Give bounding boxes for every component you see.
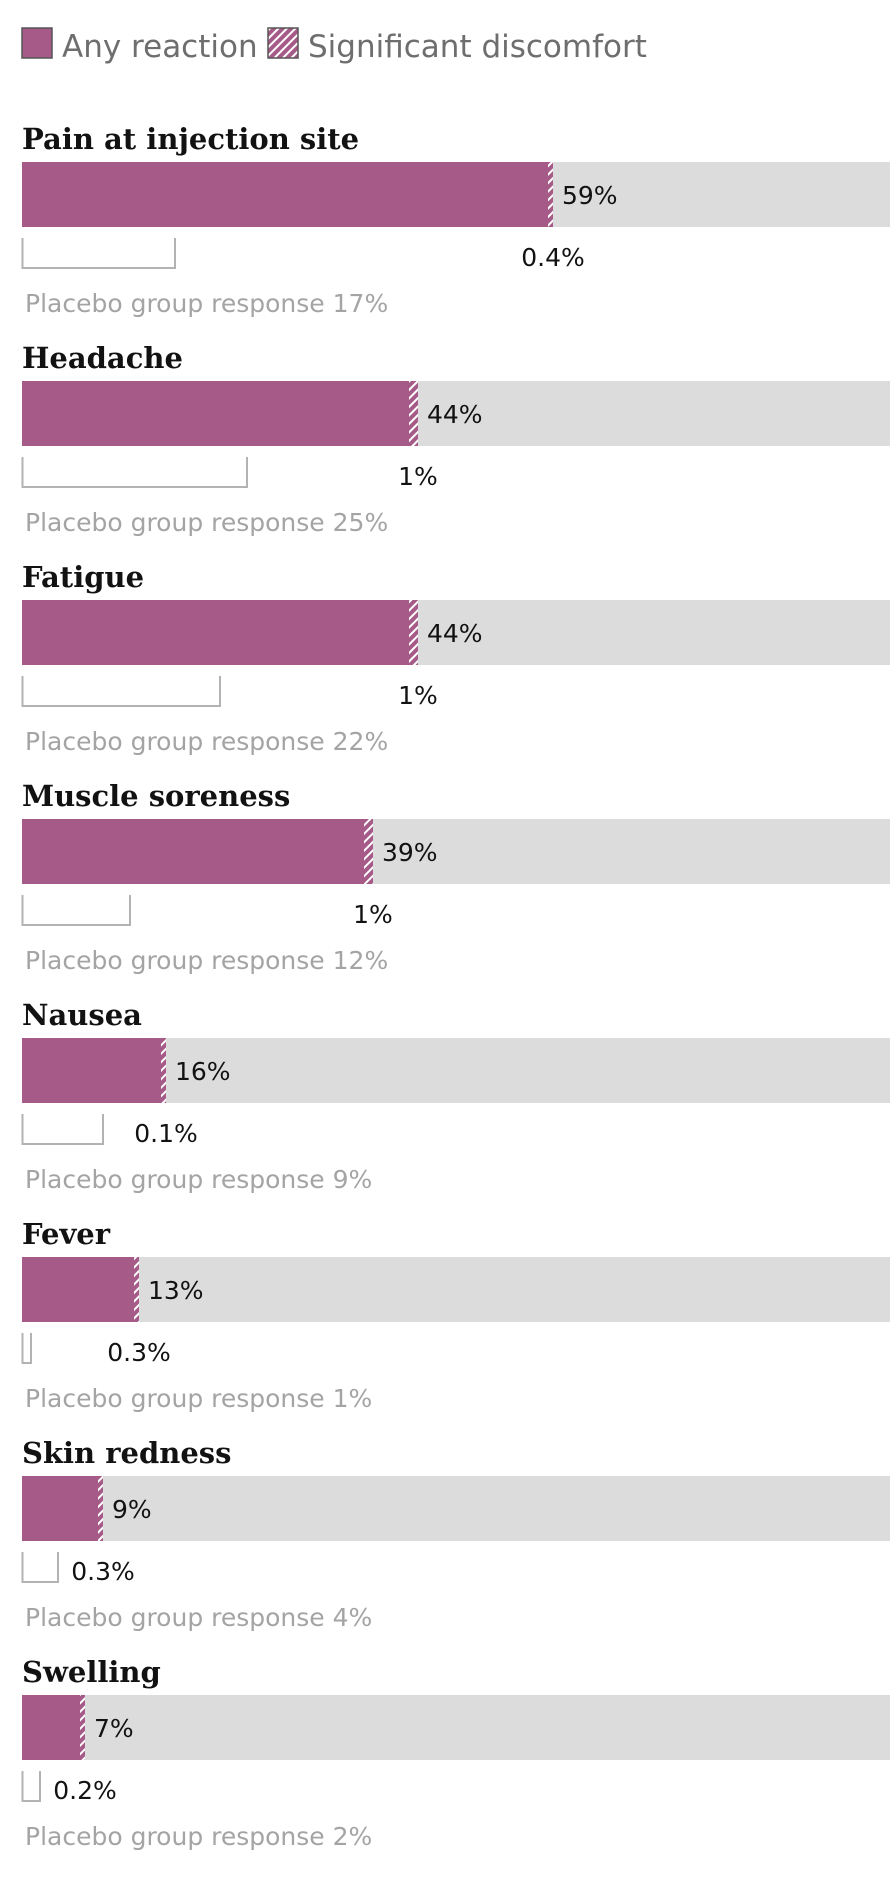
placebo-bracket	[21, 238, 176, 269]
chart-rows: Pain at injection site 59% 0.4% Placebo gro…	[21, 122, 890, 1851]
category-label: Fever	[22, 1217, 111, 1251]
bar-any-reaction	[22, 1476, 103, 1541]
legend: Any reaction Significant discomfort	[21, 27, 647, 65]
bar-significant-discomfort	[134, 1257, 139, 1322]
value-label-significant-discomfort: 0.1%	[134, 1119, 198, 1148]
chart-row: Muscle soreness 39% 1% Placebo group respon…	[21, 779, 890, 975]
value-label-any-reaction: 59%	[562, 181, 618, 210]
placebo-bracket	[21, 676, 221, 707]
value-label-significant-discomfort: 0.2%	[53, 1776, 117, 1805]
placebo-label: Placebo group response 2%	[25, 1822, 372, 1851]
category-label: Fatigue	[22, 560, 144, 594]
bar-any-reaction	[22, 1038, 166, 1103]
value-label-any-reaction: 44%	[427, 619, 483, 648]
category-label: Muscle soreness	[22, 779, 290, 813]
placebo-bracket	[21, 1771, 41, 1802]
legend-swatch-significant-discomfort	[267, 27, 299, 59]
legend-label-significant-discomfort: Significant discomfort	[308, 29, 647, 65]
bar-significant-discomfort	[548, 162, 553, 227]
bar-any-reaction	[22, 819, 373, 884]
placebo-label: Placebo group response 4%	[25, 1603, 372, 1632]
chart-row: Skin redness 9% 0.3% Placebo group response…	[21, 1436, 890, 1632]
chart-row: Headache 44% 1% Placebo group response 25%	[21, 341, 890, 537]
value-label-significant-discomfort: 0.3%	[107, 1338, 171, 1367]
placebo-label: Placebo group response 12%	[25, 946, 388, 975]
bar-significant-discomfort	[161, 1038, 166, 1103]
bar-significant-discomfort	[409, 381, 418, 446]
category-label: Nausea	[22, 998, 142, 1032]
bar-any-reaction	[22, 162, 553, 227]
chart-row: Fatigue 44% 1% Placebo group response 22%	[21, 560, 890, 756]
placebo-label: Placebo group response 22%	[25, 727, 388, 756]
placebo-label: Placebo group response 25%	[25, 508, 388, 537]
placebo-bracket	[21, 457, 248, 488]
value-label-any-reaction: 16%	[175, 1057, 231, 1086]
chart-row: Nausea 16% 0.1% Placebo group response 9%	[21, 998, 890, 1194]
placebo-bracket	[21, 895, 131, 926]
placebo-label: Placebo group response 17%	[25, 289, 388, 318]
bar-significant-discomfort	[98, 1476, 103, 1541]
bar-track	[22, 1476, 890, 1541]
category-label: Skin redness	[22, 1436, 231, 1470]
bar-any-reaction	[22, 1695, 85, 1760]
value-label-any-reaction: 44%	[427, 400, 483, 429]
value-label-any-reaction: 9%	[112, 1495, 152, 1524]
placebo-label: Placebo group response 9%	[25, 1165, 372, 1194]
placebo-bracket	[21, 1333, 32, 1364]
bar-track	[22, 1695, 890, 1760]
bar-track	[22, 1257, 890, 1322]
placebo-label: Placebo group response 1%	[25, 1384, 372, 1413]
bar-any-reaction	[22, 1257, 139, 1322]
category-label: Swelling	[22, 1655, 161, 1689]
bar-significant-discomfort	[409, 600, 418, 665]
value-label-significant-discomfort: 1%	[398, 681, 438, 710]
bar-any-reaction	[22, 381, 418, 446]
category-label: Pain at injection site	[22, 122, 359, 156]
value-label-any-reaction: 39%	[382, 838, 438, 867]
category-label: Headache	[22, 341, 183, 375]
bar-any-reaction	[22, 600, 418, 665]
value-label-significant-discomfort: 1%	[353, 900, 393, 929]
chart-row: Pain at injection site 59% 0.4% Placebo gro…	[21, 122, 890, 318]
legend-label-any-reaction: Any reaction	[62, 29, 258, 65]
bar-significant-discomfort	[364, 819, 373, 884]
value-label-significant-discomfort: 1%	[398, 462, 438, 491]
placebo-bracket	[21, 1114, 104, 1145]
value-label-any-reaction: 7%	[94, 1714, 134, 1743]
chart-row: Swelling 7% 0.2% Placebo group response 2%	[21, 1655, 890, 1851]
value-label-any-reaction: 13%	[148, 1276, 204, 1305]
chart-row: Fever 13% 0.3% Placebo group response 1%	[21, 1217, 890, 1413]
value-label-significant-discomfort: 0.4%	[521, 243, 585, 272]
bar-track	[22, 1038, 890, 1103]
bar-significant-discomfort	[80, 1695, 85, 1760]
placebo-bracket	[21, 1552, 59, 1583]
value-label-significant-discomfort: 0.3%	[71, 1557, 135, 1586]
legend-swatch-any-reaction	[21, 27, 53, 59]
